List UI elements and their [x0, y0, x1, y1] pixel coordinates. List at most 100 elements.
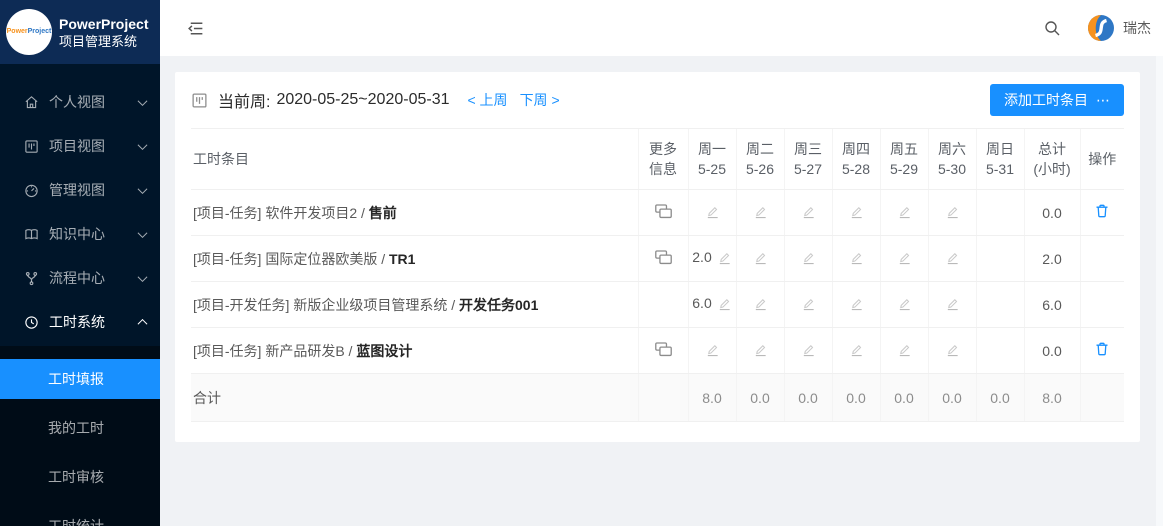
sidebar-subitem-timesheet-review[interactable]: 工时审核	[48, 469, 104, 485]
hours-cell[interactable]	[879, 235, 928, 282]
hours-cell-sunday	[975, 235, 1024, 282]
comment-icon[interactable]	[654, 341, 673, 361]
hours-cell[interactable]	[927, 281, 976, 328]
sidebar-item-process-center[interactable]: 流程中心	[0, 258, 160, 298]
sidebar-item-project-view[interactable]: 项目视图	[0, 126, 160, 166]
delete-icon[interactable]	[1094, 342, 1110, 360]
edit-icon[interactable]	[801, 252, 816, 268]
add-button-label: 添加工时条目	[1004, 92, 1088, 108]
menu-fold-icon[interactable]	[186, 19, 205, 38]
edit-icon[interactable]	[897, 298, 912, 314]
scrollbar[interactable]	[1156, 56, 1163, 526]
topbar: 瑞杰	[160, 0, 1163, 56]
delete-icon[interactable]	[1094, 204, 1110, 222]
edit-icon[interactable]	[849, 298, 864, 314]
edit-icon[interactable]	[849, 252, 864, 268]
day-total: 0.0	[735, 373, 784, 422]
col-header-thu: 周四 5-28	[831, 128, 880, 190]
edit-icon[interactable]	[753, 344, 768, 360]
hours-cell[interactable]	[927, 235, 976, 282]
edit-icon[interactable]	[849, 344, 864, 360]
comment-icon[interactable]	[654, 249, 673, 269]
edit-icon[interactable]	[717, 298, 732, 314]
edit-icon[interactable]	[897, 344, 912, 360]
chevron-down-icon	[137, 271, 148, 282]
sidebar-item-personal-view[interactable]: 个人视图	[0, 82, 160, 122]
hours-cell[interactable]	[735, 235, 784, 282]
edit-icon[interactable]	[801, 298, 816, 314]
edit-icon[interactable]	[897, 252, 912, 268]
project-icon	[24, 139, 39, 154]
more-info-cell	[637, 281, 688, 328]
edit-icon[interactable]	[897, 206, 912, 222]
sidebar-item-label: 工时系统	[49, 314, 105, 330]
chevron-up-icon	[137, 318, 148, 329]
edit-icon[interactable]	[945, 344, 960, 360]
edit-icon[interactable]	[849, 206, 864, 222]
hours-cell[interactable]	[687, 189, 736, 236]
col-header-wed: 周三 5-27	[783, 128, 832, 190]
hours-cell[interactable]	[927, 189, 976, 236]
flow-fork-icon	[24, 271, 39, 286]
hours-cell[interactable]	[879, 189, 928, 236]
app-subtitle: 项目管理系统	[59, 33, 138, 49]
app-logo-area: PowerProject PowerProject 项目管理系统	[0, 0, 160, 64]
edit-icon[interactable]	[801, 206, 816, 222]
user-name[interactable]: 瑞杰	[1123, 20, 1151, 36]
totals-label: 合计	[191, 373, 638, 422]
edit-icon[interactable]	[945, 206, 960, 222]
edit-icon[interactable]	[801, 344, 816, 360]
hours-cell[interactable]	[783, 281, 832, 328]
hours-cell[interactable]	[735, 327, 784, 374]
sidebar-item-label: 管理视图	[49, 182, 105, 198]
entry-task: 蓝图设计	[356, 342, 413, 359]
edit-icon[interactable]	[717, 252, 732, 268]
sidebar-item-knowledge-center[interactable]: 知识中心	[0, 214, 160, 254]
hours-cell[interactable]	[879, 281, 928, 328]
comment-icon[interactable]	[654, 203, 673, 223]
app-logo: PowerProject	[6, 9, 52, 55]
edit-icon[interactable]	[945, 298, 960, 314]
hours-cell[interactable]: 2.0	[687, 235, 736, 282]
hours-cell[interactable]	[831, 281, 880, 328]
col-header-entry: 工时条目	[191, 128, 638, 190]
hours-cell[interactable]	[927, 327, 976, 374]
hours-cell[interactable]	[687, 327, 736, 374]
next-week-link[interactable]: 下周 >	[519, 92, 560, 108]
hours-cell[interactable]	[879, 327, 928, 374]
day-total: 0.0	[783, 373, 832, 422]
entry-task: TR1	[389, 250, 416, 267]
sidebar-subitem-timesheet-stats[interactable]: 工时统计	[48, 518, 104, 526]
hours-cell[interactable]: 6.0	[687, 281, 736, 328]
prev-week-link[interactable]: < 上周	[467, 92, 508, 108]
edit-icon[interactable]	[705, 344, 720, 360]
hours-cell[interactable]	[831, 189, 880, 236]
hours-cell[interactable]	[831, 235, 880, 282]
edit-icon[interactable]	[753, 206, 768, 222]
hours-cell[interactable]	[783, 235, 832, 282]
edit-icon[interactable]	[753, 298, 768, 314]
sidebar-item-label: 流程中心	[49, 270, 105, 286]
grand-total: 8.0	[1023, 373, 1080, 422]
hours-cell[interactable]	[831, 327, 880, 374]
sidebar-item-timesheet-system[interactable]: 工时系统	[0, 302, 160, 342]
sidebar-subitem-my-timesheet[interactable]: 我的工时	[48, 420, 104, 436]
hours-cell[interactable]	[783, 189, 832, 236]
edit-icon[interactable]	[753, 252, 768, 268]
entry-cell: [项目-任务] 新产品研发B / 蓝图设计	[191, 327, 638, 374]
search-icon[interactable]	[1043, 19, 1061, 37]
add-timesheet-entry-button[interactable]: 添加工时条目 ⋯	[990, 84, 1124, 116]
hours-cell[interactable]	[783, 327, 832, 374]
hours-cell[interactable]	[735, 281, 784, 328]
avatar[interactable]	[1087, 14, 1115, 42]
edit-icon[interactable]	[705, 206, 720, 222]
content-area: 当前周: 2020-05-25~2020-05-31 < 上周 下周 > 添加工…	[160, 56, 1163, 526]
action-cell	[1079, 281, 1124, 328]
hours-cell-sunday	[975, 281, 1024, 328]
entry-cell: [项目-开发任务] 新版企业级项目管理系统 / 开发任务001	[191, 281, 638, 328]
edit-icon[interactable]	[945, 252, 960, 268]
sidebar-item-admin-view[interactable]: 管理视图	[0, 170, 160, 210]
hours-cell[interactable]	[735, 189, 784, 236]
main-area: 瑞杰 当前周: 2020-05-25~2020-05-31 < 上周 下周 > …	[160, 0, 1163, 526]
sidebar-subitem-timesheet-entry[interactable]: 工时填报	[0, 359, 160, 399]
